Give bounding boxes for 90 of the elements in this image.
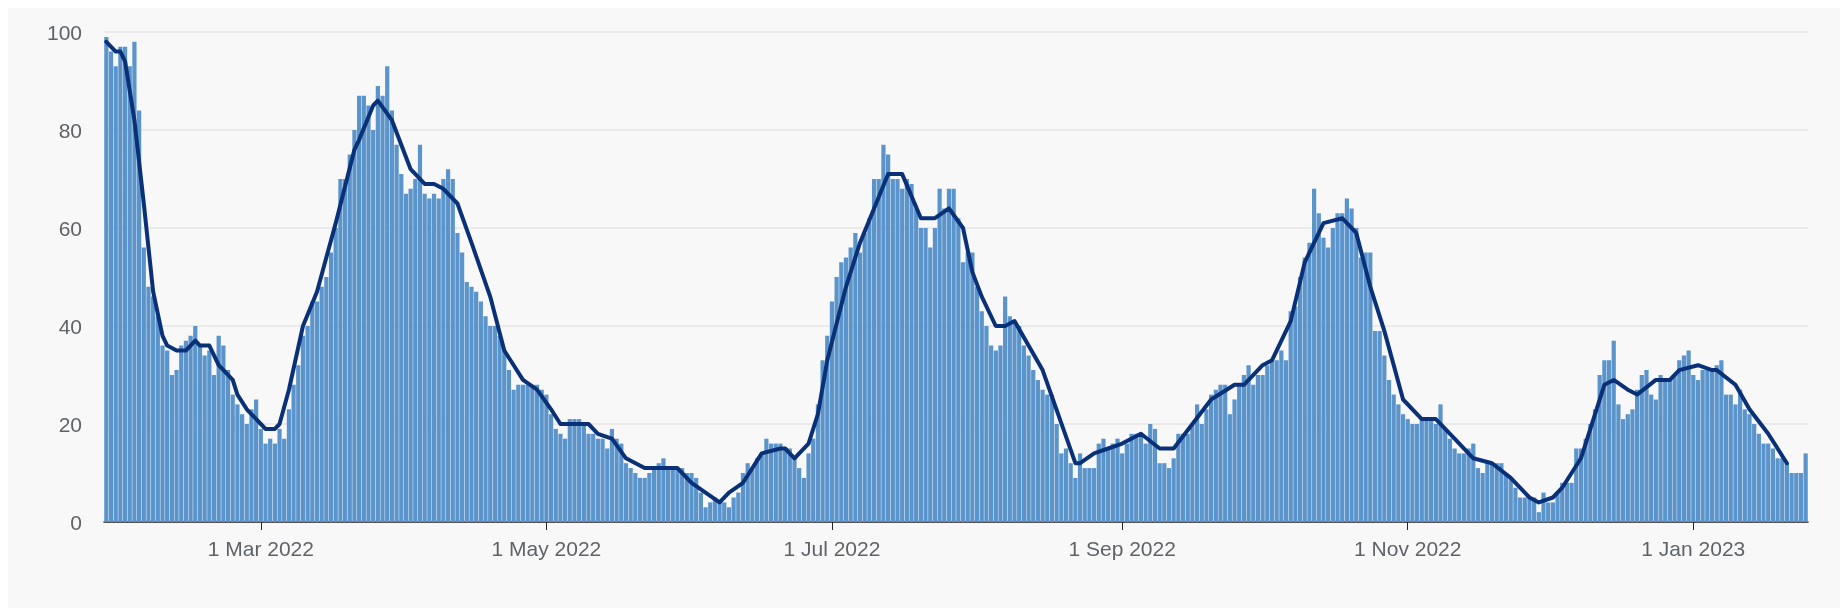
bar [516, 384, 521, 522]
bar [768, 443, 774, 522]
bar [1466, 448, 1471, 522]
x-tick-label: 1 Jul 2022 [783, 537, 881, 560]
bar [1686, 350, 1691, 522]
bar [469, 286, 474, 522]
bar [1279, 350, 1284, 522]
y-tick-label: 60 [58, 216, 82, 240]
bar [1644, 370, 1649, 522]
bar [965, 252, 970, 522]
bar [207, 350, 212, 522]
bar [431, 193, 437, 522]
bar [1129, 433, 1134, 522]
bar [937, 188, 942, 522]
bar [909, 183, 914, 522]
bar [1335, 213, 1340, 522]
x-tick-label: 1 May 2022 [491, 537, 602, 560]
bar [1700, 370, 1705, 522]
bar [445, 169, 451, 522]
bar [132, 41, 137, 522]
bar [923, 228, 928, 522]
bar [1152, 428, 1158, 522]
bar [675, 468, 680, 522]
bar [277, 428, 282, 522]
bar [1101, 438, 1106, 522]
bar [1719, 360, 1724, 522]
bar [427, 198, 432, 522]
bar [216, 335, 221, 522]
y-tick-label: 100 [46, 20, 82, 44]
bar [1269, 360, 1275, 522]
bar [572, 419, 577, 522]
bar [717, 502, 722, 522]
bar [338, 179, 343, 522]
bar [122, 46, 128, 522]
bar [1681, 355, 1687, 522]
bar [1087, 468, 1092, 522]
bar [1265, 365, 1270, 522]
bar [881, 144, 886, 522]
x-tick-label: 1 Mar 2022 [207, 537, 314, 560]
bar [104, 36, 109, 522]
bar [951, 188, 956, 522]
bar [1246, 365, 1251, 522]
x-tick-label: 1 Nov 2022 [1354, 537, 1462, 560]
bar [558, 433, 563, 522]
bar [853, 232, 858, 522]
bar [1063, 448, 1069, 522]
bar [544, 394, 549, 522]
bar [1485, 463, 1490, 522]
bar [1218, 384, 1223, 522]
bar [417, 144, 423, 522]
bar [764, 438, 769, 522]
bar [1115, 438, 1120, 522]
bar [778, 443, 783, 522]
y-tick-label: 20 [58, 412, 82, 436]
y-tick-label: 40 [58, 314, 82, 338]
bar [1705, 370, 1710, 522]
bar [600, 438, 605, 522]
bar [946, 188, 952, 522]
bar [731, 497, 736, 522]
bar [183, 340, 189, 522]
x-tick-label: 1 Sep 2022 [1068, 537, 1176, 560]
bar [1377, 330, 1382, 522]
bar [1564, 482, 1570, 522]
bar [647, 473, 652, 522]
y-tick-label: 80 [58, 118, 82, 142]
bar [1194, 404, 1200, 522]
bar [1438, 404, 1443, 522]
bar [895, 179, 900, 522]
bar [1489, 463, 1495, 522]
bar [1658, 375, 1663, 522]
bar [1162, 463, 1167, 522]
bar [534, 384, 540, 522]
y-tick-label: 0 [70, 510, 82, 534]
bar [642, 477, 647, 522]
bar [525, 384, 530, 522]
bar [1794, 473, 1799, 522]
bar [1803, 453, 1808, 522]
bar [118, 46, 123, 522]
bar [871, 179, 877, 522]
bar [1667, 379, 1673, 522]
x-tick-label: 1 Jan 2023 [1641, 537, 1746, 560]
line-series [104, 39, 1789, 505]
bar [1424, 419, 1429, 522]
bar [1461, 453, 1467, 522]
bar [1368, 252, 1373, 522]
bar [520, 384, 526, 522]
bar [539, 389, 544, 522]
bar [661, 458, 666, 522]
bar [637, 477, 643, 522]
bar [1255, 375, 1261, 522]
